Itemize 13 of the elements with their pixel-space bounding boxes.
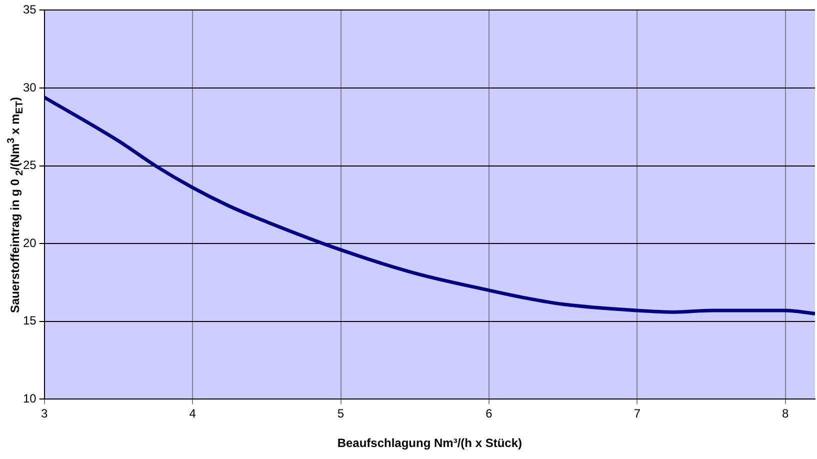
x-tick-label: 3	[41, 406, 48, 421]
x-tick-label: 8	[782, 406, 790, 421]
x-tick-label: 7	[634, 406, 641, 421]
x-axis-title: Beaufschlagung Nm³/(h x Stück)	[337, 436, 522, 450]
y-tick-label: 20	[22, 236, 37, 250]
x-tick-label: 6	[486, 406, 493, 421]
x-tick-label: 5	[337, 406, 344, 421]
y-tick-label: 25	[22, 158, 37, 172]
x-tick-label: 4	[189, 406, 196, 421]
y-tick-label: 30	[22, 80, 37, 94]
y-tick-label: 10	[22, 392, 37, 406]
y-tick-label: 15	[22, 314, 37, 328]
y-tick-label: 35	[22, 2, 37, 17]
